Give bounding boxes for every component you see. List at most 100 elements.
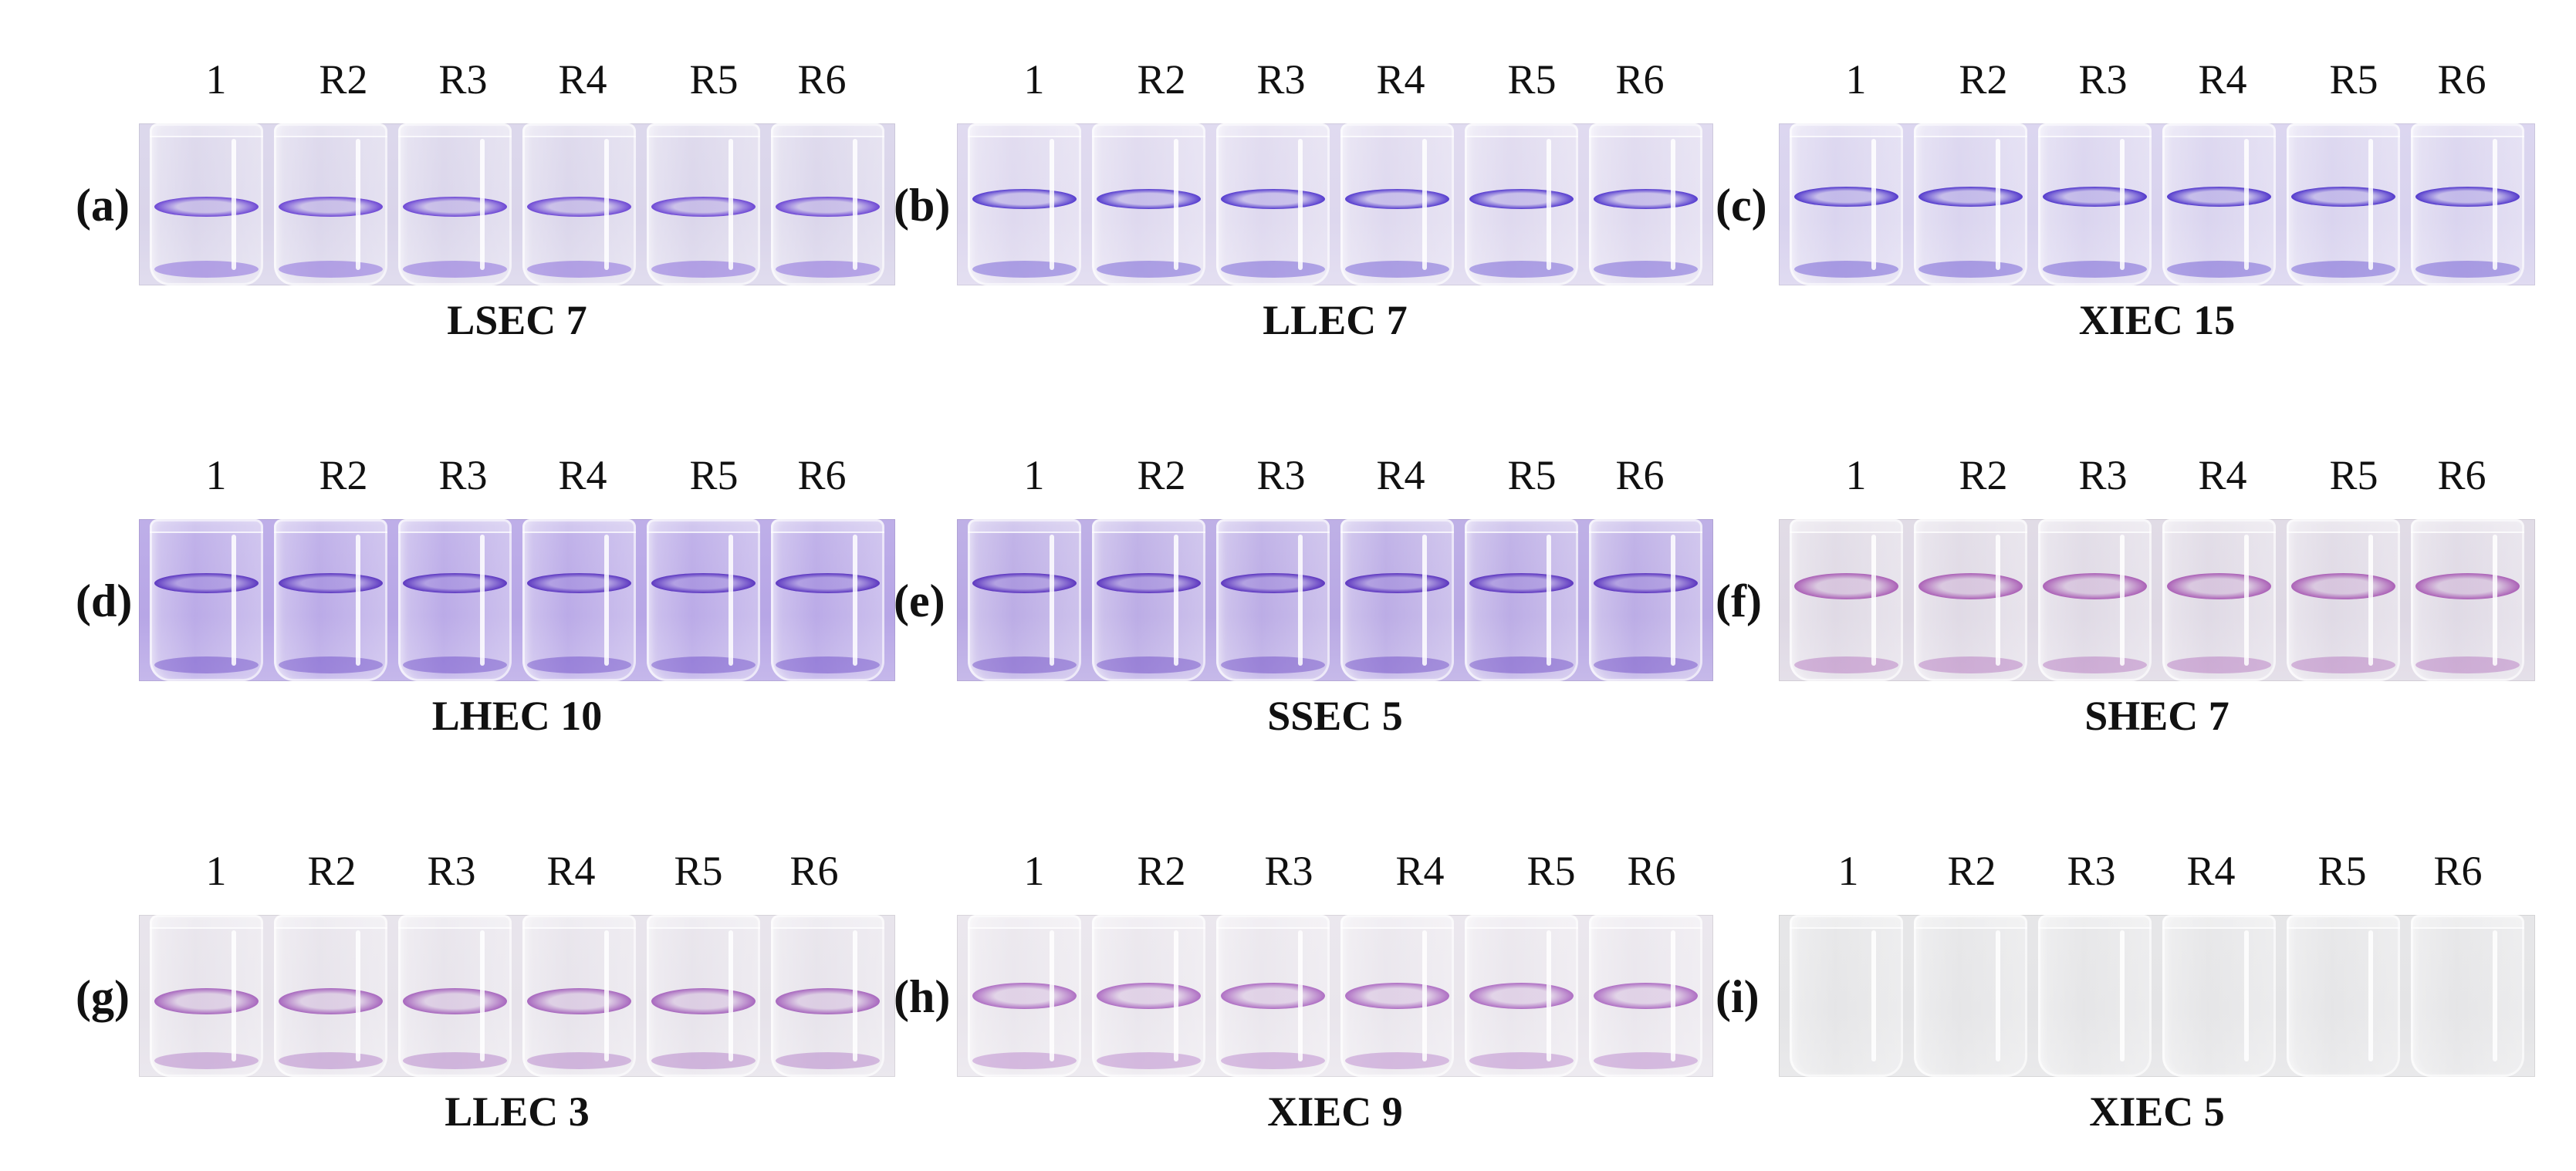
stain-ring [651, 573, 756, 593]
panel-caption: XIEC 9 [1267, 1088, 1403, 1135]
vial [1465, 915, 1578, 1077]
vial-rim [398, 915, 512, 929]
stain-base [1097, 656, 1201, 673]
glass-highlight [603, 535, 609, 666]
panel-letter: (b) [894, 180, 951, 231]
stain-ring [1794, 187, 1898, 207]
glass-highlight [1670, 930, 1675, 1061]
tube-labels: 1 R2 R3 R4 R5 R6 [941, 56, 1713, 125]
stain-ring [1221, 573, 1325, 593]
tube-label: R4 [1376, 452, 1425, 498]
vial-rim [150, 915, 263, 929]
tube-label: R5 [674, 848, 723, 894]
vial-rim [1465, 915, 1578, 929]
vial-rim [1092, 915, 1205, 929]
stain-ring [527, 197, 631, 217]
tube-label: R5 [2317, 848, 2367, 894]
tube-label: 1 [1023, 56, 1045, 103]
glass-highlight [1297, 139, 1303, 270]
stain-base [1345, 1052, 1449, 1069]
vial-rim [2287, 915, 2400, 929]
glass-highlight [1297, 535, 1303, 666]
tube-label: R3 [2078, 56, 2128, 103]
stain-ring [154, 988, 259, 1014]
stain-base [279, 1052, 383, 1069]
stain-base [972, 656, 1077, 673]
vial [2411, 123, 2524, 285]
vial [2287, 123, 2400, 285]
stain-base [2167, 656, 2271, 673]
vial-rim [2287, 519, 2400, 533]
glass-highlight [2243, 139, 2249, 270]
glass-highlight [603, 930, 609, 1061]
tube-label: 1 [1845, 56, 1867, 103]
stain-ring [154, 573, 259, 593]
stain-ring [776, 573, 880, 593]
tube-label: 1 [1023, 848, 1045, 894]
stain-ring [1594, 983, 1698, 1009]
stain-ring [1097, 189, 1201, 209]
vial [1589, 519, 1702, 681]
stain-ring [1345, 189, 1449, 209]
glass-highlight [231, 930, 236, 1061]
tube-labels: 1 R2 R3 R4 R5 R6 [1763, 451, 2535, 521]
glass-highlight [1871, 535, 1876, 666]
glass-highlight [2119, 139, 2125, 270]
glass-highlight [2119, 535, 2125, 666]
tube-label: R5 [689, 452, 739, 498]
stain-ring [1594, 189, 1698, 209]
stain-ring [1469, 573, 1574, 593]
vial-rim [1914, 123, 2027, 137]
panel-i: 1 R2 R3 R4 R5 R6 (i) XIEC 5 [1716, 847, 2535, 1171]
glass-highlight [1546, 930, 1551, 1061]
vial [2162, 123, 2276, 285]
vial-rim [1216, 915, 1330, 929]
vial-rim [2411, 915, 2524, 929]
stain-base [776, 1052, 880, 1069]
tube-label: R4 [1395, 848, 1445, 894]
vial [2038, 915, 2152, 1077]
tube-label: R2 [319, 56, 368, 103]
glass-highlight [355, 535, 360, 666]
vial-rim [1092, 123, 1205, 137]
glass-highlight [479, 535, 485, 666]
vial-rim [522, 915, 636, 929]
stain-ring [1221, 189, 1325, 209]
stain-ring [1345, 983, 1449, 1009]
stain-base [972, 261, 1077, 278]
vial-rim [1465, 123, 1578, 137]
tube-label: R3 [438, 452, 488, 498]
vial-rim [1589, 915, 1702, 929]
glass-highlight [2492, 535, 2497, 666]
tube-label: R6 [1615, 56, 1665, 103]
panel-letter: (d) [76, 575, 133, 626]
vial-rim [1216, 123, 1330, 137]
vial-rim [771, 123, 884, 137]
vial-photo-strip [139, 123, 895, 285]
vial-rim [274, 123, 387, 137]
glass-highlight [2368, 535, 2373, 666]
glass-highlight [1871, 139, 1876, 270]
vial-rim [1589, 123, 1702, 137]
panel-a: 1 R2 R3 R4 R5 R6 (a) LSEC 7 [76, 56, 895, 380]
glass-highlight [1049, 930, 1054, 1061]
tube-labels: 1 R2 R3 R4 R5 R6 [1763, 847, 2535, 916]
stain-base [1469, 261, 1574, 278]
vial [274, 123, 387, 285]
vial-photo-strip [1779, 519, 2535, 681]
vial [274, 915, 387, 1077]
stain-base [1918, 656, 2023, 673]
glass-highlight [1546, 535, 1551, 666]
vial-rim [1340, 123, 1454, 137]
tube-label: R4 [2198, 452, 2247, 498]
stain-base [527, 656, 631, 673]
tube-label: R3 [2078, 452, 2128, 498]
glass-highlight [1173, 535, 1178, 666]
vial [2162, 915, 2276, 1077]
tube-labels: 1 R2 R3 R4 R5 R6 [123, 56, 895, 125]
glass-highlight [231, 139, 236, 270]
stain-ring [776, 197, 880, 217]
glass-highlight [1049, 535, 1054, 666]
glass-highlight [2492, 139, 2497, 270]
stain-base [1097, 261, 1201, 278]
